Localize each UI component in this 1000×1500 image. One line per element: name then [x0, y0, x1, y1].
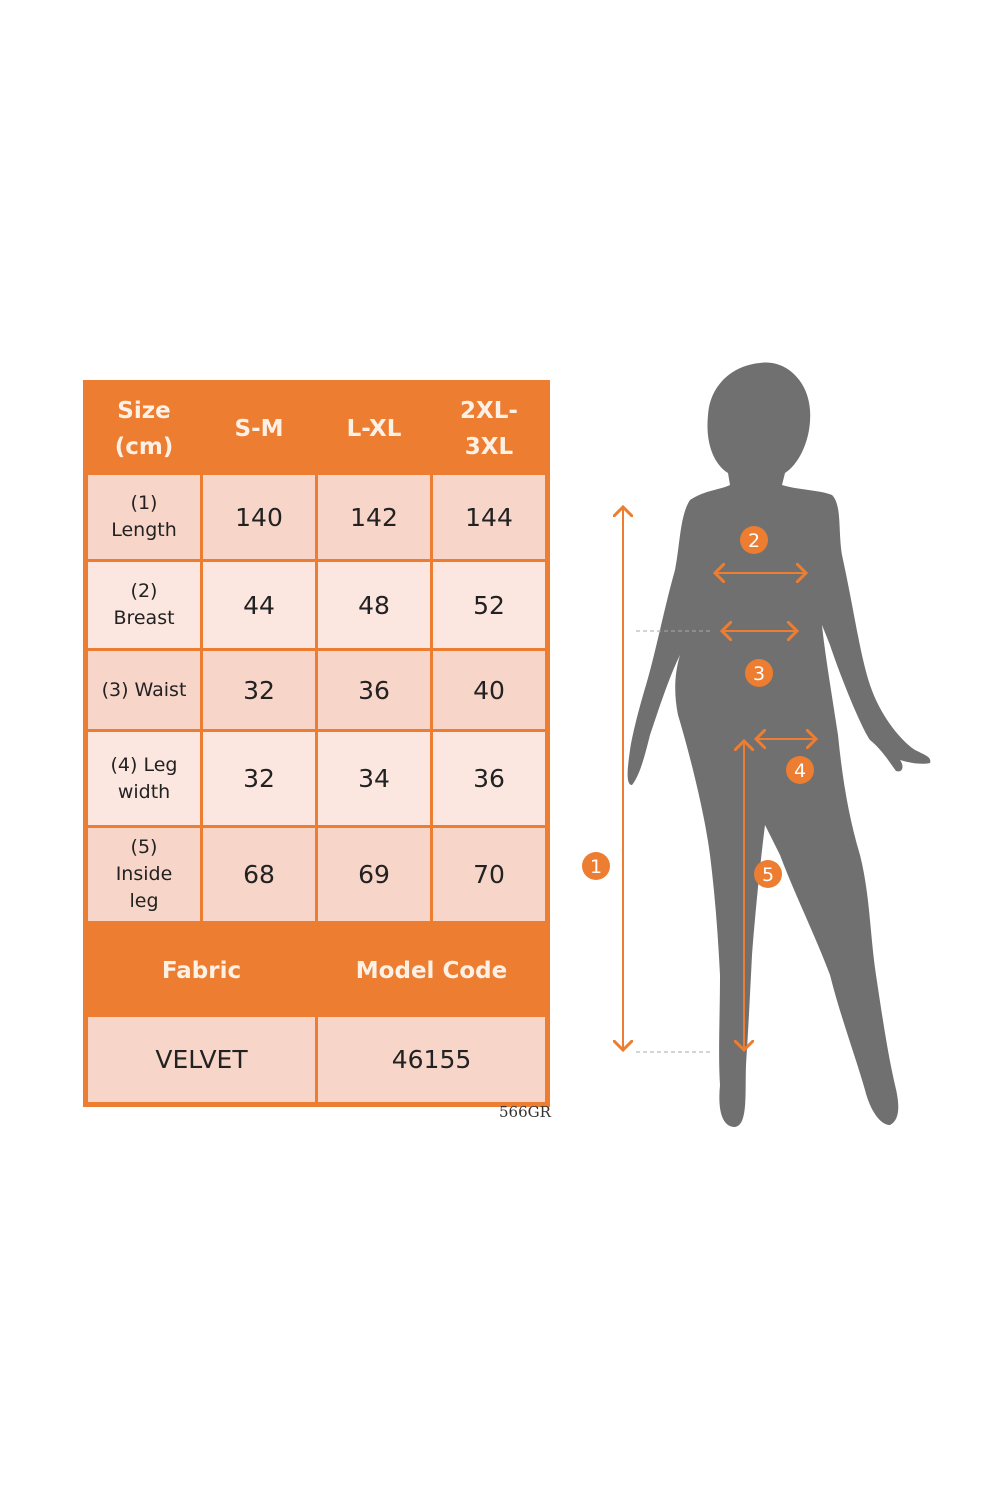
- svg-text:3: 3: [753, 663, 765, 685]
- header-size: Size (cm): [85, 382, 203, 475]
- label-line: (2): [130, 580, 158, 602]
- cell-value: 69: [315, 825, 433, 924]
- marker-3: 3: [745, 659, 773, 687]
- cell-value: 34: [315, 729, 433, 828]
- cell-value: 36: [315, 648, 433, 732]
- header-text: (cm): [114, 433, 174, 460]
- cell-value: 142: [315, 472, 433, 562]
- table-row: (1) Length 140 142 144: [85, 472, 548, 562]
- marker-2: 2: [740, 526, 768, 554]
- header-l-xl: L-XL: [315, 382, 433, 475]
- svg-text:4: 4: [794, 760, 806, 782]
- row-label: (1) Length: [85, 472, 203, 562]
- cell-value: 52: [430, 559, 548, 651]
- header-text: 2XL-3XL: [460, 397, 518, 460]
- row-label: (4) Leg width: [85, 729, 203, 828]
- table-row: (2) Breast 44 48 52: [85, 559, 548, 651]
- label-line: (5): [130, 836, 158, 858]
- row-label: (2) Breast: [85, 559, 203, 651]
- size-table: Size (cm) S-M L-XL 2XL-3XL (1) Length 140 …: [83, 380, 550, 1107]
- image-code: 566GR: [499, 1103, 551, 1121]
- marker-1: 1: [582, 852, 610, 880]
- marker-4: 4: [786, 756, 814, 784]
- cell-value: 40: [430, 648, 548, 732]
- cell-value: 44: [200, 559, 318, 651]
- cell-value: 32: [200, 729, 318, 828]
- label-line: width: [117, 780, 171, 803]
- svg-text:2: 2: [748, 530, 760, 552]
- info-header-row: Fabric Model Code: [85, 924, 548, 1017]
- svg-text:5: 5: [762, 864, 774, 886]
- header-s-m: S-M: [200, 382, 318, 475]
- cell-value: 70: [430, 825, 548, 924]
- header-2xl-3xl: 2XL-3XL: [430, 382, 548, 475]
- label-line: (4) Leg: [110, 753, 178, 776]
- fabric-header: Fabric: [85, 924, 318, 1017]
- model-code-header: Model Code: [315, 924, 548, 1017]
- cell-value: 48: [315, 559, 433, 651]
- table-header-row: Size (cm) S-M L-XL 2XL-3XL: [85, 382, 548, 475]
- row-label: (3) Waist: [85, 648, 203, 732]
- table-row: (4) Leg width 32 34 36: [85, 729, 548, 828]
- cell-value: 68: [200, 825, 318, 924]
- label-line: (3) Waist: [101, 678, 187, 701]
- cell-value: 144: [430, 472, 548, 562]
- woman-silhouette: [627, 362, 931, 1127]
- table-row: (3) Waist 32 36 40: [85, 648, 548, 732]
- label-line: (1): [130, 492, 158, 514]
- marker-5: 5: [754, 860, 782, 888]
- table-row: (5) Inside leg 68 69 70: [85, 825, 548, 924]
- cell-value: 140: [200, 472, 318, 562]
- info-value-row: VELVET 46155: [85, 1014, 548, 1105]
- model-code-value: 46155: [315, 1014, 548, 1105]
- header-text: Size: [117, 397, 171, 424]
- label-line: Inside: [115, 863, 173, 885]
- fabric-value: VELVET: [85, 1014, 318, 1105]
- row-label: (5) Inside leg: [85, 825, 203, 924]
- label-line: Length: [111, 519, 177, 541]
- label-line: leg: [129, 890, 159, 912]
- cell-value: 36: [430, 729, 548, 828]
- body-measurement-figure: 1 2 3 4 5: [582, 362, 931, 1127]
- svg-text:1: 1: [590, 856, 602, 878]
- cell-value: 32: [200, 648, 318, 732]
- label-line: Breast: [113, 607, 175, 629]
